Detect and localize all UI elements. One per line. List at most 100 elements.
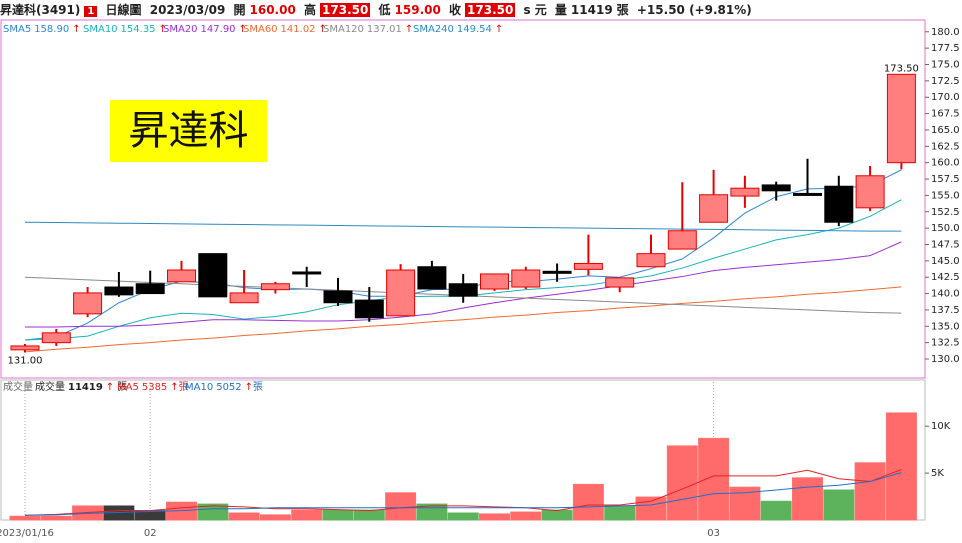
candle-body	[605, 277, 635, 288]
volume-bar	[885, 412, 917, 521]
candle-body	[573, 262, 603, 270]
y-tick-label: 165.0	[931, 125, 960, 136]
volume-bar	[479, 513, 510, 521]
y-tick-label: 5K	[931, 468, 944, 479]
volume-bar	[572, 483, 604, 521]
legend-entry: MA5 5385 ↑張	[117, 381, 189, 393]
candle-body	[448, 283, 478, 297]
min-label: 131.00	[8, 355, 43, 366]
candle-body	[323, 290, 353, 304]
volume-panel	[0, 379, 926, 521]
y-tick-label: 142.5	[931, 272, 960, 283]
legend-name: 成交量	[35, 380, 65, 393]
ma-line	[25, 241, 902, 328]
y-tick-label: 170.0	[931, 92, 960, 103]
legend-value: 5052	[216, 382, 241, 393]
legend-name: SMA5	[3, 24, 31, 35]
legend-entry: SMA60 141.02 ↑	[243, 24, 327, 35]
volume-bar	[353, 509, 385, 521]
candle-body	[354, 299, 384, 319]
volume-bar	[228, 512, 260, 521]
volume-bar	[760, 500, 792, 521]
legend-trend: ↑	[239, 24, 247, 35]
ma-line	[24, 286, 902, 353]
y-tick-label: 177.5	[931, 43, 960, 54]
candle-body	[135, 283, 165, 295]
y-tick-label: 130.0	[931, 354, 960, 365]
legend-unit: 張	[117, 381, 127, 393]
ma-line	[24, 469, 902, 516]
y-tick-label: 147.5	[931, 239, 960, 250]
y-tick-label: 140.0	[931, 289, 960, 300]
candle-body	[104, 286, 134, 296]
legend-unit: 張	[253, 381, 263, 393]
legend-name: SMA60	[243, 24, 278, 35]
volume-bar	[40, 515, 72, 521]
ma-line	[24, 472, 902, 516]
volume-bar	[447, 512, 479, 521]
legend-trend: ↑	[245, 382, 253, 393]
open: 160.00	[249, 3, 296, 17]
unit-toggle[interactable]: s	[523, 3, 531, 17]
legend-name: SMA120	[323, 24, 364, 35]
volume-title: 成交量	[3, 380, 33, 393]
legend-trend: ↑	[159, 24, 167, 35]
legend-value: 149.54	[457, 24, 492, 35]
volume-bar	[823, 489, 855, 521]
volume-bar	[197, 503, 229, 521]
y-tick-label: 135.0	[931, 321, 960, 332]
legend-name: SMA240	[413, 24, 454, 35]
y-tick-label: 152.5	[931, 207, 960, 218]
volume-bar	[854, 462, 886, 521]
legend-name: MA5	[117, 382, 139, 393]
stock-name: 昇達科(3491)	[0, 3, 81, 17]
candle-body	[167, 269, 196, 283]
low-label: 低	[378, 3, 391, 17]
candle-body	[824, 185, 854, 223]
volume: 11419	[570, 3, 613, 17]
close-label: 收	[449, 3, 462, 17]
y-tick-label: 145.0	[931, 256, 960, 267]
volume-bar	[9, 515, 41, 521]
candle-body	[667, 230, 697, 250]
legend-entry: 成交量 11419 ↑ 張	[35, 380, 127, 393]
x-tick-label: 02	[144, 528, 157, 539]
header: 昇達科(3491) 1 日線圖 2023/03/09 開 160.00 高 173.5…	[0, 0, 962, 20]
candle-body	[198, 253, 228, 298]
legend-unit: 張	[179, 381, 189, 393]
legend-entry: SMA5 158.90 ↑	[3, 24, 81, 35]
volume-bar	[698, 437, 730, 521]
period[interactable]: 日線圖	[105, 3, 142, 17]
candle-body	[730, 187, 760, 197]
volume-label: 量	[554, 3, 567, 17]
volume-bar	[792, 477, 823, 521]
y-tick-label: 172.5	[931, 76, 960, 87]
legend-value: 158.90	[34, 24, 69, 35]
volume-bar	[322, 509, 354, 521]
candle-body	[10, 345, 40, 351]
legend-entry: SMA10 154.35 ↑	[83, 24, 167, 35]
y-tick-label: 157.5	[931, 174, 960, 185]
legend-trend: ↑	[495, 24, 503, 35]
volume-bar	[541, 509, 573, 521]
legend-value: 154.35	[121, 24, 156, 35]
ma-line	[24, 221, 902, 232]
legend-value: 11419	[68, 382, 103, 393]
volume-bar	[635, 496, 667, 521]
candle-body	[417, 266, 447, 290]
legend-value: 147.90	[201, 24, 236, 35]
candle-body	[41, 332, 71, 344]
candle-body	[886, 73, 916, 164]
y-tick-label: 10K	[931, 421, 951, 432]
legend-trend: ↑	[405, 24, 413, 35]
legend-value: 5385	[142, 382, 167, 393]
y-tick-label: 180.0	[931, 27, 960, 38]
legend-name: SMA10	[83, 24, 118, 35]
volume-bar	[666, 445, 698, 521]
legend-entry: SMA240 149.54 ↑	[413, 24, 503, 35]
candle-body	[855, 175, 885, 209]
y-tick-label: 175.0	[931, 60, 960, 71]
ma-line	[24, 199, 902, 341]
